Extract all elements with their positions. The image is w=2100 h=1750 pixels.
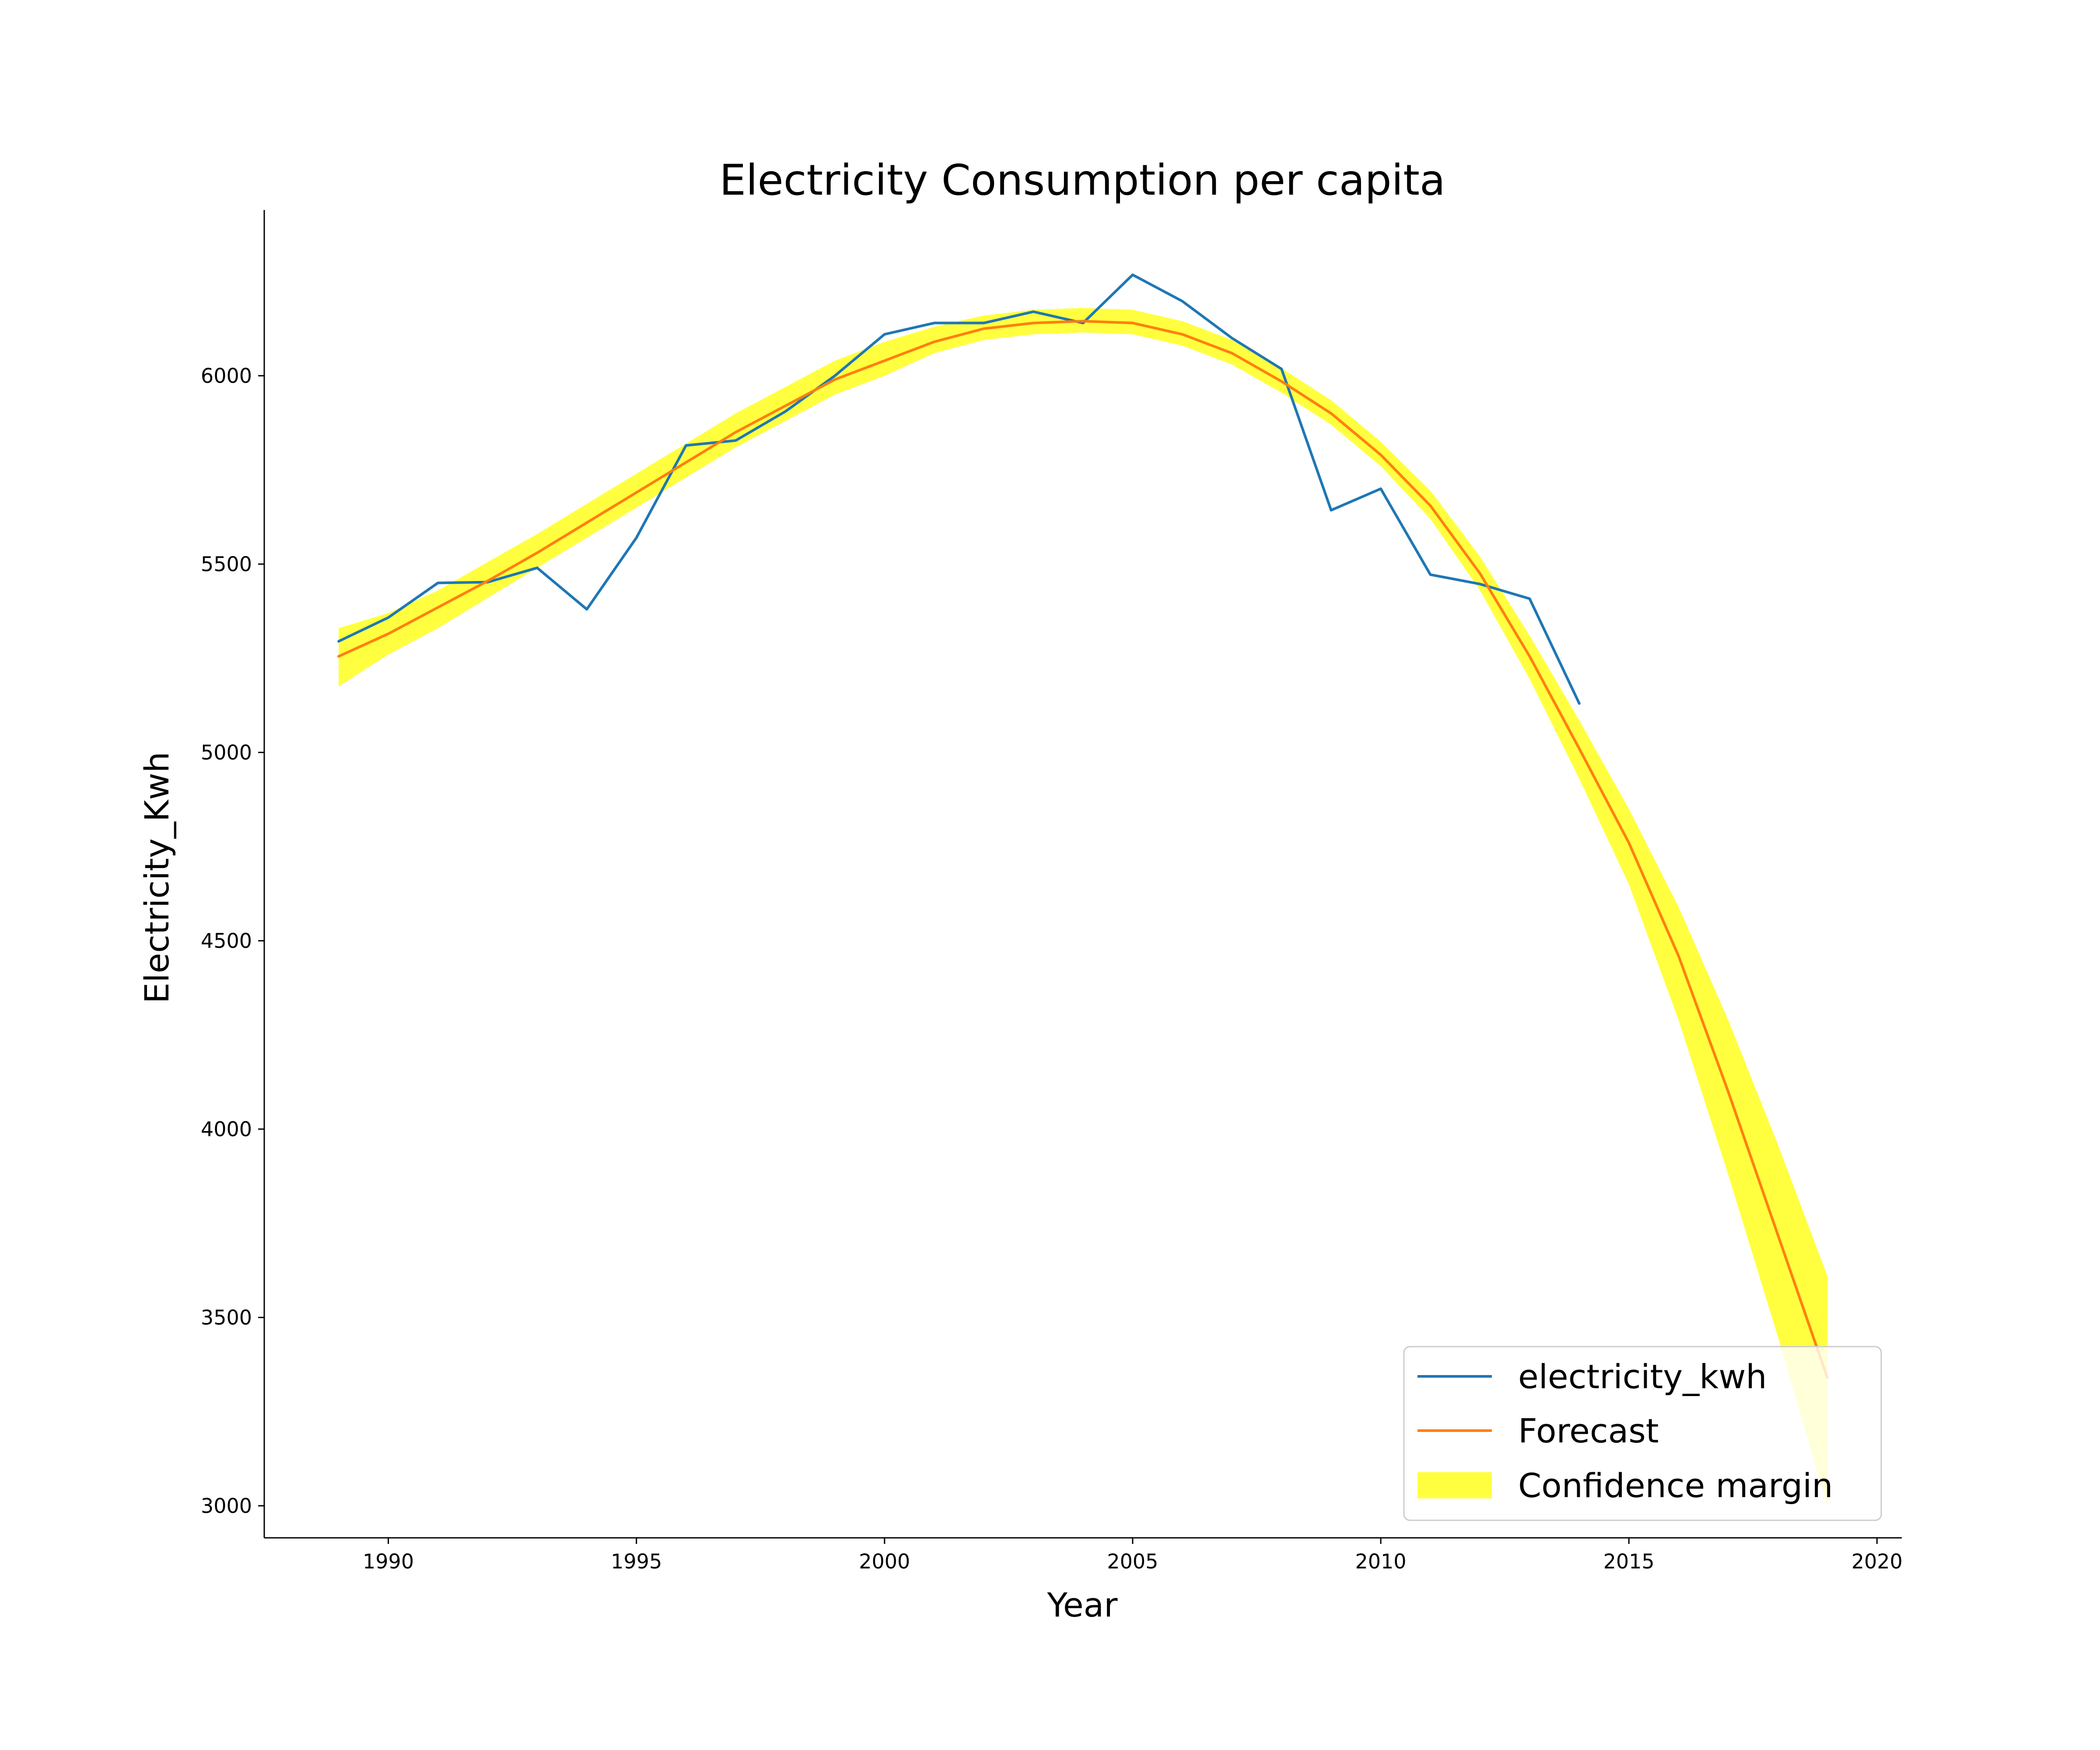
y-tick-label: 6000 xyxy=(201,364,252,388)
series-line-electricity-kwh xyxy=(337,273,1581,705)
x-tick-label: 1995 xyxy=(611,1550,662,1573)
y-tick-label: 3500 xyxy=(201,1306,252,1329)
y-tick-label: 5500 xyxy=(201,552,252,576)
plot-area xyxy=(337,273,1829,1506)
y-tick-label: 5000 xyxy=(201,741,252,764)
y-tick-label: 4500 xyxy=(201,929,252,952)
legend: electricity_kwh Forecast Confidence marg… xyxy=(1403,1346,1882,1521)
legend-swatch-confidence-margin xyxy=(1418,1472,1492,1498)
y-tick-label: 3000 xyxy=(201,1494,252,1518)
y-ticks: 3000 3500 4000 4500 5000 5500 6000 xyxy=(201,364,264,1518)
legend-label-confidence-margin: Confidence margin xyxy=(1518,1466,1833,1505)
x-tick-label: 2015 xyxy=(1603,1550,1655,1573)
y-axis-title: Electricity_Kwh xyxy=(137,752,176,1004)
x-tick-label: 2005 xyxy=(1107,1550,1158,1573)
chart-title: Electricity Consumption per capita xyxy=(719,156,1445,205)
x-tick-label: 1990 xyxy=(363,1550,414,1573)
legend-label-forecast: Forecast xyxy=(1518,1411,1659,1450)
legend-label-electricity-kwh: electricity_kwh xyxy=(1518,1357,1767,1396)
series-line-forecast xyxy=(337,319,1829,1379)
x-axis-title: Year xyxy=(1047,1586,1118,1624)
x-ticks: 1990 1995 2000 2005 2010 2015 2020 xyxy=(363,1538,1903,1573)
x-tick-label: 2020 xyxy=(1852,1550,1903,1573)
y-tick-label: 4000 xyxy=(201,1117,252,1141)
legend-frame xyxy=(1403,1346,1882,1521)
x-tick-label: 2000 xyxy=(859,1550,910,1573)
x-tick-label: 2010 xyxy=(1355,1550,1407,1573)
